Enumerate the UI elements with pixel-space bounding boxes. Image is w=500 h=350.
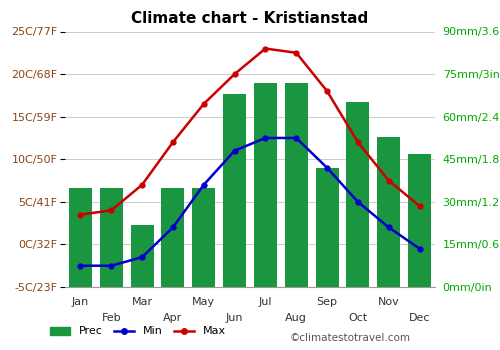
Bar <box>100 188 123 287</box>
Text: ©climatestotravel.com: ©climatestotravel.com <box>290 333 411 343</box>
Max <box>416 204 422 208</box>
Min <box>416 246 422 251</box>
Text: Sep: Sep <box>316 297 338 307</box>
Line: Min: Min <box>78 135 422 268</box>
Bar <box>192 188 216 287</box>
Min <box>232 149 237 153</box>
Bar <box>130 225 154 287</box>
Title: Climate chart - Kristianstad: Climate chart - Kristianstad <box>132 11 368 26</box>
Min <box>78 264 84 268</box>
Max <box>108 208 114 212</box>
Text: Aug: Aug <box>286 313 307 323</box>
Text: Jun: Jun <box>226 313 244 323</box>
Min <box>324 166 330 170</box>
Text: Feb: Feb <box>102 313 121 323</box>
Min <box>293 136 299 140</box>
Line: Max: Max <box>78 46 422 217</box>
Max <box>293 51 299 55</box>
Max <box>355 140 361 144</box>
Min <box>355 200 361 204</box>
Bar <box>316 168 338 287</box>
Max <box>324 89 330 93</box>
Text: Apr: Apr <box>164 313 182 323</box>
Text: Dec: Dec <box>409 313 430 323</box>
Legend: Prec, Min, Max: Prec, Min, Max <box>46 322 230 341</box>
Min <box>170 225 176 230</box>
Min <box>139 255 145 259</box>
Bar <box>69 188 92 287</box>
Max <box>139 183 145 187</box>
Max <box>201 102 207 106</box>
Min <box>262 136 268 140</box>
Bar <box>162 188 184 287</box>
Bar <box>408 154 431 287</box>
Text: Jul: Jul <box>258 297 272 307</box>
Text: Nov: Nov <box>378 297 400 307</box>
Max <box>262 47 268 51</box>
Text: Jan: Jan <box>72 297 89 307</box>
Text: Mar: Mar <box>132 297 152 307</box>
Bar <box>377 136 400 287</box>
Min <box>201 183 207 187</box>
Max <box>386 178 392 183</box>
Bar <box>346 103 370 287</box>
Min <box>108 264 114 268</box>
Max <box>170 140 176 144</box>
Max <box>78 212 84 217</box>
Min <box>386 225 392 230</box>
Bar <box>254 83 277 287</box>
Text: Oct: Oct <box>348 313 368 323</box>
Bar <box>284 83 308 287</box>
Text: May: May <box>192 297 216 307</box>
Bar <box>223 94 246 287</box>
Max <box>232 72 237 76</box>
